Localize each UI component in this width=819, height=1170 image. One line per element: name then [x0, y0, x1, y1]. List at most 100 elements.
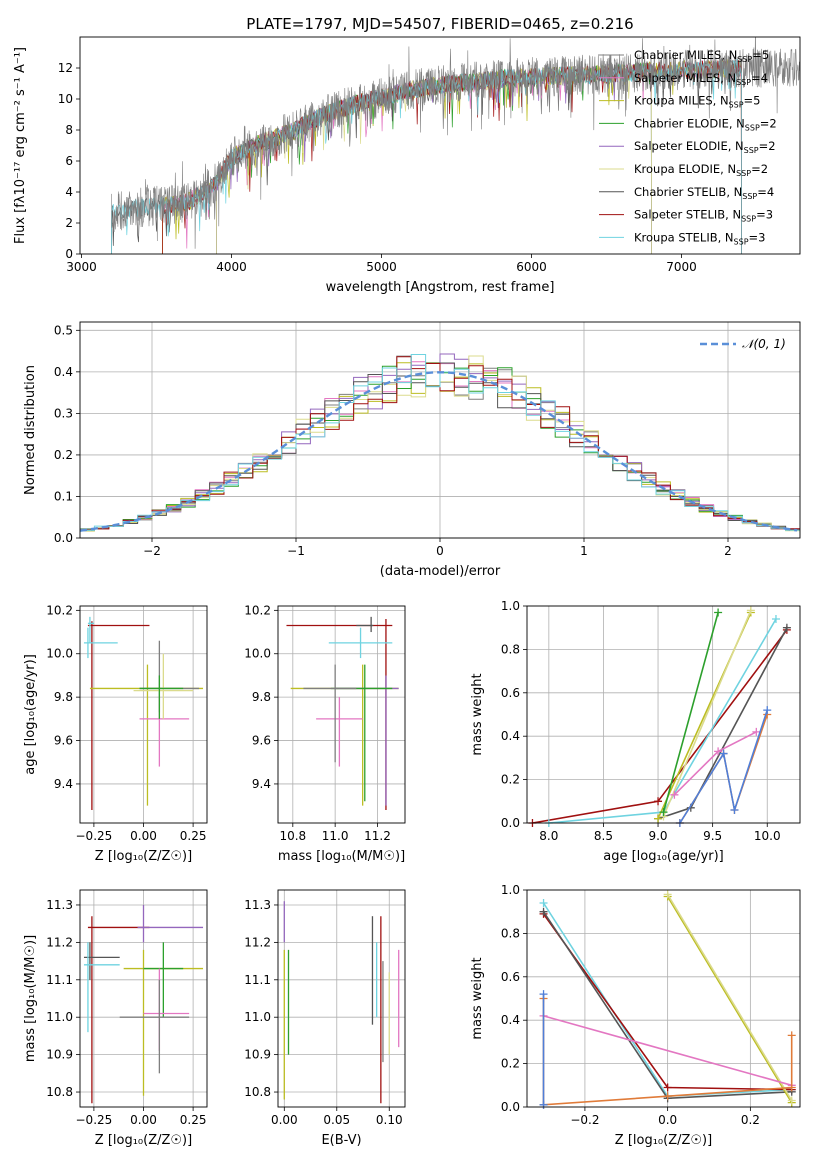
axes-age_vs_mass: 10.8 11.0 11.2 9.4 9.6 9.8 10.0 10.2 mass [log₁₀…: [244, 603, 406, 864]
y-tick-label: 6: [65, 154, 73, 168]
x-tick-label: 7000: [666, 260, 697, 274]
y-axis-label: mass weight: [470, 957, 485, 1039]
y-tick-label: 10.0: [244, 647, 271, 661]
x-tick-label: −2: [143, 544, 161, 558]
weight-marker: [771, 615, 780, 624]
axes-frame: [526, 605, 801, 824]
axes-age_vs_Z: −0.25 0.00 0.25 9.4 9.6 9.8 10.0 10.2 Z [log₁₀(Z…: [23, 603, 208, 864]
weight-marker: [539, 899, 548, 908]
x-tick-label: 6000: [516, 260, 547, 274]
y-tick-label: 9.4: [252, 777, 271, 791]
y-tick-label: 10.2: [46, 603, 73, 617]
legend-label: Chabrier STELIB, NSSP=4: [634, 185, 774, 201]
weight-line-0: [532, 629, 788, 823]
axes-spectrum: 3000 4000 5000 6000 7000 0 2 4 6 8 10 12 wavelength …: [13, 36, 801, 295]
spectrum-legend: Chabrier MILES, NSSP=5 Salpeter MILES, NS…: [599, 48, 777, 246]
x-tick-label: 0.0: [658, 1113, 677, 1127]
y-tick-label: 11.1: [244, 973, 271, 987]
x-tick-label: 0.10: [376, 1113, 403, 1127]
y-tick-label: 0.3: [54, 406, 73, 420]
x-axis-label: wavelength [Angstrom, rest frame]: [326, 280, 555, 295]
y-tick-label: 11.3: [244, 898, 271, 912]
weight-marker: [787, 1083, 796, 1092]
weight-line-4: [666, 893, 793, 1101]
weight-line-3: [666, 896, 793, 1104]
x-tick-label: 10.0: [754, 829, 781, 843]
weight-marker: [714, 747, 723, 756]
y-tick-label: 2: [65, 216, 73, 230]
legend-label: Chabrier MILES, NSSP=5: [634, 48, 769, 64]
y-tick-label: 0.5: [54, 323, 73, 337]
weight-line-7: [679, 714, 768, 823]
axes-frame: [277, 889, 406, 1108]
x-axis-label: Z [log₁₀(Z/Z☉)]: [615, 1133, 712, 1148]
x-tick-label: 11.2: [364, 829, 391, 843]
y-tick-label: 9.4: [54, 777, 73, 791]
y-tick-label: 0.2: [54, 448, 73, 462]
x-tick-label: −0.25: [76, 829, 113, 843]
legend-label: Kroupa STELIB, NSSP=3: [634, 230, 765, 246]
weight-marker: [746, 606, 755, 615]
y-tick-label: 11.0: [244, 1010, 271, 1024]
axes-frame: [79, 321, 801, 539]
x-tick-label: 9.5: [703, 829, 722, 843]
axes-frame: [526, 889, 801, 1108]
weight-marker: [539, 907, 548, 916]
y-tick-label: 10.9: [46, 1048, 73, 1062]
x-tick-label: 2: [724, 544, 732, 558]
y-tick-label: 0.8: [501, 642, 520, 656]
x-axis-label: E(B-V): [321, 1133, 361, 1148]
y-tick-label: 0.6: [501, 686, 520, 700]
x-tick-label: 0.00: [130, 829, 157, 843]
weight-marker: [730, 805, 739, 814]
weight-marker: [663, 1092, 672, 1101]
legend-label: Salpeter MILES, NSSP=4: [634, 71, 768, 87]
legend-label: Salpeter ELODIE, NSSP=2: [634, 139, 776, 155]
weight-line-4: [662, 609, 752, 817]
legend-label: Kroupa ELODIE, NSSP=2: [634, 162, 768, 178]
axes-frame: [79, 889, 208, 1108]
spectrum-data: [111, 37, 800, 249]
y-axis-label: mass weight: [470, 673, 485, 755]
x-tick-label: 9.0: [648, 829, 667, 843]
x-tick-label: 0.2: [741, 1113, 760, 1127]
axes-frame: [277, 605, 406, 824]
y-axis-label: age [log₁₀(age/yr)]: [23, 654, 38, 775]
weight-marker: [719, 749, 728, 758]
y-tick-label: 0.0: [501, 1100, 520, 1114]
x-tick-label: −1: [287, 544, 305, 558]
x-tick-label: 0.25: [180, 1113, 207, 1127]
y-tick-label: 8: [65, 123, 73, 137]
axes-frame: [79, 36, 801, 255]
y-tick-label: 9.8: [252, 690, 271, 704]
weight-marker: [670, 790, 679, 799]
x-tick-label: 0.25: [180, 829, 207, 843]
figure-title: PLATE=1797, MJD=54507, FIBERID=0465, z=0…: [246, 15, 633, 33]
axes-mass_vs_ebv: 0.00 0.05 0.10 10.8 10.9 11.0 11.1 11.2 11.3 E(B-…: [244, 889, 406, 1148]
y-tick-label: 0.1: [54, 489, 73, 503]
x-tick-label: 4000: [216, 260, 247, 274]
x-tick-label: −0.25: [76, 1113, 113, 1127]
y-axis-label: mass [log₁₀(M/M☉)]: [23, 935, 38, 1062]
y-tick-label: 9.6: [54, 734, 73, 748]
axes-weight_vs_Z: −0.2 0.0 0.2 0.0 0.2 0.4 0.6 0.8 1.0 Z [log₁₀(Z/Z…: [470, 883, 801, 1148]
weight-marker: [752, 727, 761, 736]
weight-line-8: [679, 709, 768, 823]
x-tick-label: 8.5: [594, 829, 613, 843]
y-tick-label: 0.0: [54, 531, 73, 545]
axes-mass_vs_Z: −0.25 0.00 0.25 10.8 10.9 11.0 11.1 11.2 11.3 Z […: [23, 889, 208, 1148]
x-axis-label: mass [log₁₀(M/M☉)]: [278, 849, 405, 864]
y-tick-label: 0.2: [501, 773, 520, 787]
axes-residuals: −2 −1 0 1 2 0.0 0.1 0.2 0.3 0.4 0.5 (data-model)/er…: [23, 321, 801, 579]
weight-marker: [659, 808, 668, 817]
y-tick-label: 11.2: [244, 935, 271, 949]
y-tick-label: 10.9: [244, 1048, 271, 1062]
y-tick-label: 0.4: [501, 1013, 520, 1027]
y-tick-label: 9.8: [54, 690, 73, 704]
y-tick-label: 10.8: [46, 1085, 73, 1099]
y-tick-label: 10.8: [244, 1085, 271, 1099]
weight-marker: [782, 623, 791, 632]
x-tick-label: 8.0: [539, 829, 558, 843]
legend-label: Kroupa MILES, NSSP=5: [634, 94, 760, 110]
